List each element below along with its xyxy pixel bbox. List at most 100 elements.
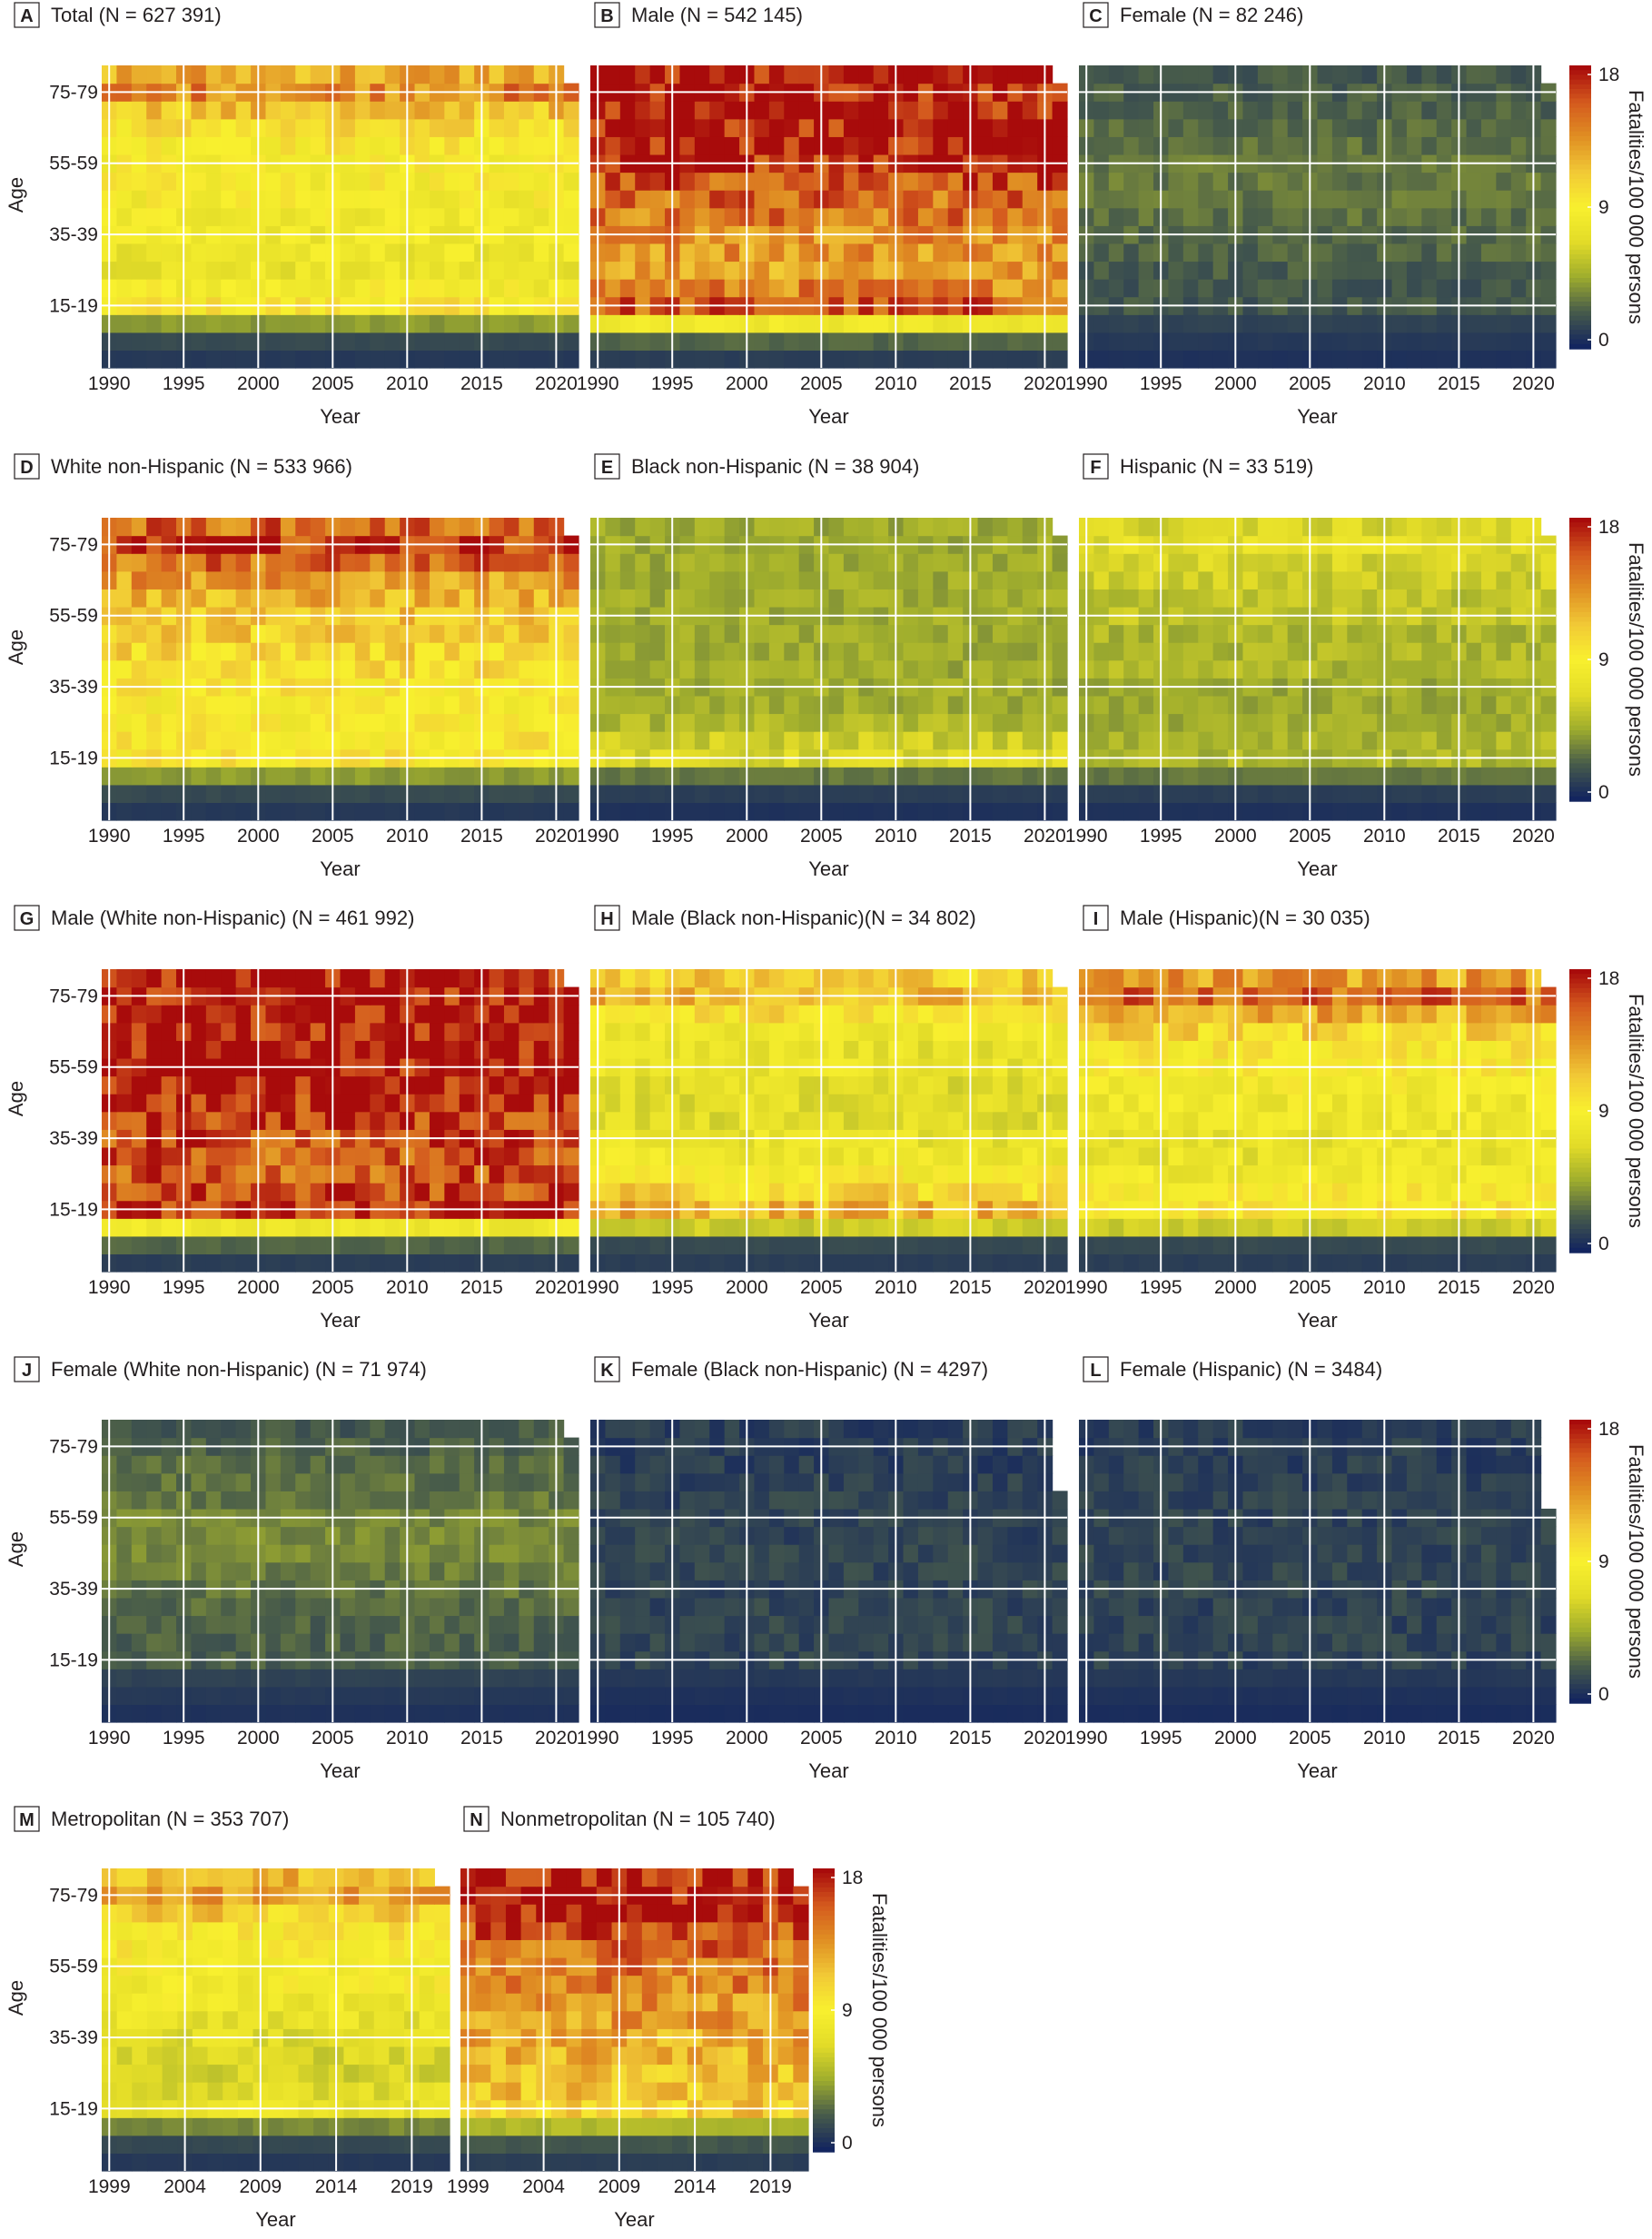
heatmap-cell [709,518,726,537]
heatmap-cell [295,1235,312,1255]
heatmap-cell [444,350,460,369]
heatmap-cell [619,1183,636,1202]
heatmap-cell [191,695,207,715]
heatmap-cell [161,1094,177,1113]
heatmap-cell [444,1005,460,1024]
heatmap-cell [533,1218,549,1237]
heatmap-cell [784,784,800,804]
x-axis-label: Year [808,405,848,428]
heatmap-cell [295,1111,312,1130]
heatmap-cell [1540,713,1557,732]
heatmap-cell [1198,659,1214,679]
heatmap-cell [784,1146,800,1166]
heatmap-cell [1257,553,1273,572]
heatmap-cell [519,1094,535,1113]
heatmap-cell [414,350,430,369]
heatmap-cell [340,332,356,352]
heatmap-cell [519,101,535,120]
heatmap-cell [1347,243,1363,263]
heatmap-cell [784,1111,800,1130]
heatmap-cell [1123,695,1140,715]
heatmap-cell [116,1075,133,1095]
panel-letter-box [1083,2,1109,28]
heatmap-cell [1052,659,1068,679]
heatmap-cell [694,1164,710,1184]
heatmap-cell [649,1022,666,1041]
heatmap-cell [161,172,177,191]
heatmap-cell [1257,172,1273,191]
heatmap-cell [1212,118,1229,137]
heatmap-cell [1138,172,1154,191]
heatmap-cell [1022,713,1038,732]
heatmap-cell [384,332,401,352]
heatmap-cell [1212,279,1229,298]
heatmap-cell [1123,279,1140,298]
heatmap-cell [205,172,222,191]
heatmap-cell [828,190,845,209]
heatmap-cell [503,65,519,84]
heatmap-cell [933,1218,949,1237]
heatmap-cell [1242,190,1259,209]
heatmap-cell [1123,314,1140,333]
heatmap-cell [605,589,621,608]
heatmap-cell [235,624,252,643]
heatmap-cell [917,1005,934,1024]
heatmap-cell [1480,553,1497,572]
colorbar-swatch [1569,216,1591,223]
heatmap-cell [280,784,296,804]
heatmap-cell [280,767,296,786]
x-tick-label: 2010 [386,1277,429,1298]
heatmap-cell [605,118,621,137]
heatmap-cell [709,190,726,209]
heatmap-cell [1466,802,1482,821]
heatmap-cell [459,190,475,209]
heatmap-cell [917,1218,934,1237]
heatmap-cell [503,279,519,298]
heatmap-cell [1022,731,1038,750]
heatmap-cell [310,243,326,263]
heatmap-cell [843,101,859,120]
heatmap-cell [221,589,237,608]
heatmap-cell [828,65,845,84]
heatmap-cell [992,767,1008,786]
heatmap-cell [1287,1146,1303,1166]
heatmap-cell [235,1164,252,1184]
heatmap-cell [1510,802,1527,821]
heatmap-cell [310,518,326,537]
heatmap-cell [205,767,222,786]
colorbar-swatch [1569,688,1591,694]
heatmap-cell [605,172,621,191]
heatmap-cell [221,624,237,643]
heatmap-cell [694,101,710,120]
heatmap-cell [503,314,519,333]
heatmap-cell [724,314,740,333]
heatmap-cell [1436,624,1452,643]
heatmap-cell [1182,589,1199,608]
heatmap-cell [1138,261,1154,280]
heatmap-cell [354,1094,371,1113]
heatmap-cell [947,1253,964,1273]
heatmap-cell [1361,518,1378,537]
heatmap-cell [1007,784,1024,804]
heatmap-cell [724,207,740,226]
heatmap-cell [828,1218,845,1237]
heatmap-cell [1466,589,1482,608]
x-axis-label: Year [320,1309,360,1332]
heatmap-cell [679,1094,696,1113]
heatmap-cell [903,624,919,643]
heatmap-cell [917,136,934,155]
heatmap-cell [619,261,636,280]
heatmap-cell [1317,1164,1333,1184]
heatmap-cell [1212,731,1229,750]
heatmap-cell [131,1164,147,1184]
heatmap-cell [265,65,282,84]
heatmap-cell [370,589,386,608]
heatmap-cell [1361,713,1378,732]
heatmap-cell [310,1111,326,1130]
heatmap-cell [649,570,666,589]
heatmap-cell [1182,1253,1199,1273]
heatmap-cell [754,969,770,988]
heatmap-cell [533,802,549,821]
heatmap-cell [1123,172,1140,191]
heatmap-cell [489,767,505,786]
